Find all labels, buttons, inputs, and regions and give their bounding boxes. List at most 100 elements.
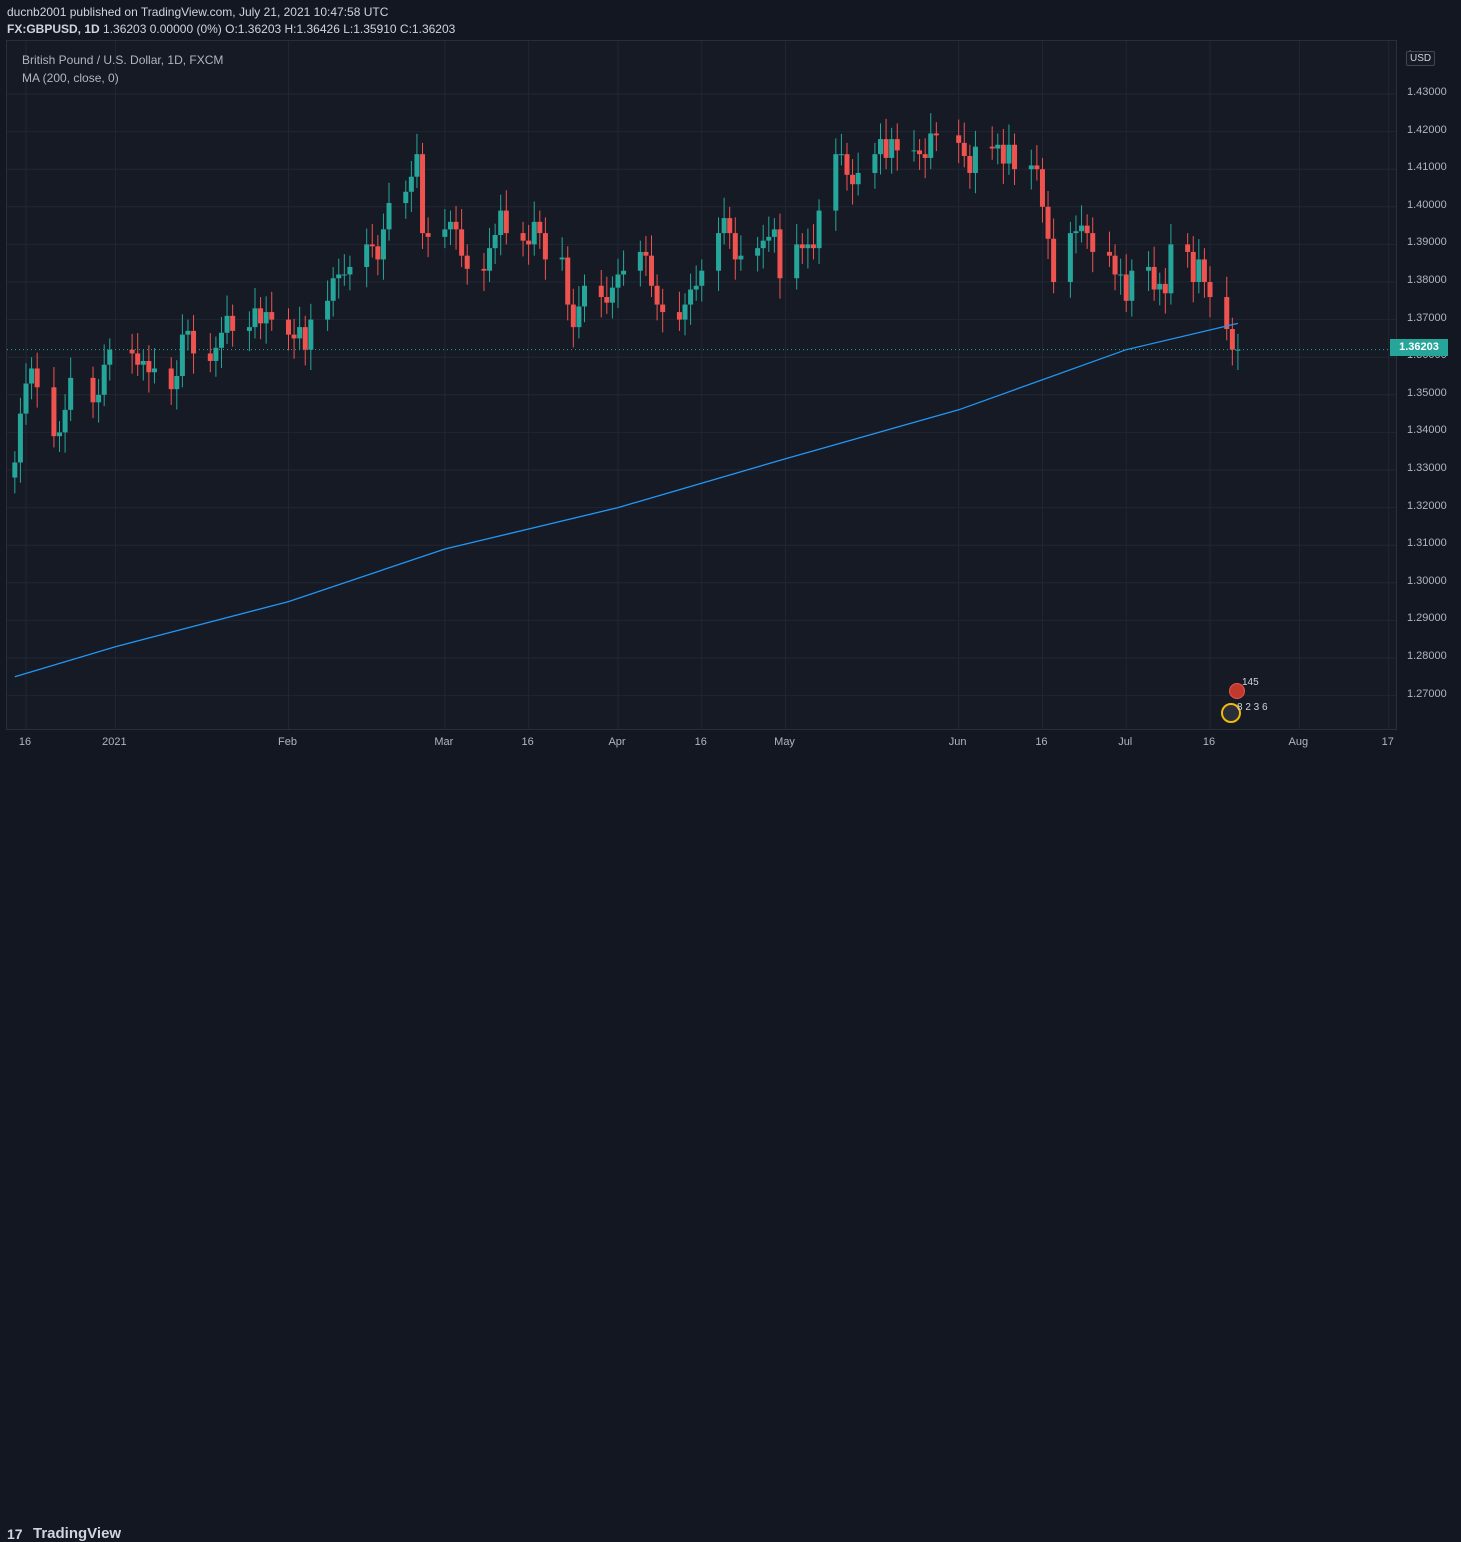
candle-body xyxy=(146,360,152,373)
events-bottom-counts: 8 2 3 6 xyxy=(1237,702,1268,713)
price-tick-label: 1.37000 xyxy=(1407,311,1447,324)
candle-body xyxy=(799,244,805,249)
events-bottom[interactable]: 8 2 3 6 xyxy=(1221,702,1271,723)
candle-body xyxy=(581,285,587,307)
candle-body xyxy=(917,150,923,155)
candle-body xyxy=(894,139,900,151)
candle-body xyxy=(738,255,744,260)
candle-body xyxy=(1157,283,1163,290)
candle-body xyxy=(833,154,839,211)
candle-body xyxy=(425,233,431,237)
flag-icon xyxy=(1229,683,1245,699)
candle-body xyxy=(1162,283,1168,294)
candle-body xyxy=(447,221,453,230)
events-top[interactable]: 145 xyxy=(1229,677,1259,699)
candle-body xyxy=(459,229,465,256)
candle-body xyxy=(57,432,63,437)
candle-body xyxy=(1123,274,1129,301)
series-legend[interactable]: British Pound / U.S. Dollar, 1D, FXCM xyxy=(22,53,224,67)
candle-body xyxy=(168,368,174,390)
candle-body xyxy=(850,174,856,185)
chart-canvas[interactable] xyxy=(7,41,1396,729)
candle-body xyxy=(230,315,236,331)
candle-body xyxy=(341,274,347,276)
ohlc-values: 1.36203 0.00000 (0%) O:1.36203 H:1.36426… xyxy=(103,22,456,36)
candle-body xyxy=(621,270,627,275)
candle-body xyxy=(559,257,565,260)
time-tick-label: Jun xyxy=(948,736,967,748)
currency-button[interactable]: USD xyxy=(1406,51,1436,66)
candle-body xyxy=(883,139,889,158)
candle-body xyxy=(1118,274,1124,276)
candle-body xyxy=(609,287,615,303)
time-tick-label: 16 xyxy=(1202,736,1216,748)
price-tick-label: 1.28000 xyxy=(1407,650,1447,662)
candle-body xyxy=(1073,231,1079,234)
price-tick-label: 1.35000 xyxy=(1407,386,1447,399)
candle-body xyxy=(1012,144,1018,170)
ma-200-line xyxy=(14,322,1239,678)
candle-body xyxy=(408,176,414,192)
candle-body xyxy=(420,154,426,234)
candle-body xyxy=(727,218,733,234)
price-axis[interactable]: 1.43000 1.42000 1.41000 1.40000 1.39000 1.380… xyxy=(1397,40,1461,730)
candle-body xyxy=(570,304,576,328)
flag-icon xyxy=(1221,703,1241,723)
candle-body xyxy=(297,327,303,339)
time-tick-label: Feb xyxy=(278,736,297,748)
candle-body xyxy=(777,229,783,279)
candle-body xyxy=(520,233,526,241)
time-tick-label: 16 xyxy=(694,736,707,748)
candle-body xyxy=(933,133,939,136)
price-tick-label: 1.38000 xyxy=(1407,274,1447,286)
candle-body xyxy=(291,334,297,339)
candle-body xyxy=(62,409,68,433)
candle-body xyxy=(649,255,655,286)
candle-body xyxy=(51,387,57,437)
candle-body xyxy=(1039,169,1045,207)
chart-pane[interactable]: British Pound / U.S. Dollar, 1D, FXCM MA… xyxy=(6,40,1397,730)
candle-body xyxy=(961,142,967,157)
candle-body xyxy=(386,203,392,230)
candle-body xyxy=(838,154,844,156)
candle-body xyxy=(1151,266,1157,290)
price-tick-label: 1.42000 xyxy=(1407,123,1447,136)
candle-body xyxy=(224,315,230,333)
time-tick-label: Aug xyxy=(1288,736,1309,748)
candle-body xyxy=(889,139,895,158)
candle-body xyxy=(526,240,532,245)
candle-body xyxy=(660,304,666,313)
candle-body xyxy=(682,304,688,320)
symbol-ohlc-line: FX:GBPUSD, 1D 1.36203 0.00000 (0%) O:1.3… xyxy=(7,22,455,36)
candle-body xyxy=(487,248,493,271)
candle-body xyxy=(218,332,224,348)
time-tick-label: 16 xyxy=(521,736,534,748)
candle-body xyxy=(336,274,342,279)
candle-body xyxy=(1034,165,1040,170)
candle-body xyxy=(258,308,264,324)
candle-body xyxy=(107,349,113,365)
candle-body xyxy=(676,312,682,320)
candle-body xyxy=(96,394,102,403)
candle-body xyxy=(1224,297,1230,329)
symbol-label: FX:GBPUSD, 1D xyxy=(7,22,100,36)
candle-body xyxy=(716,233,722,271)
candle-body xyxy=(1229,329,1235,350)
candle-body xyxy=(967,156,973,173)
indicator-legend[interactable]: MA (200, close, 0) xyxy=(22,71,119,85)
time-axis[interactable]: 16 2021 Feb Mar 16 Apr 16 May Jun 16 Jul 16 Aug 17 xyxy=(6,730,1397,754)
tradingview-logo-icon[interactable]: 17 xyxy=(7,1526,23,1542)
candle-body xyxy=(442,229,448,237)
candle-body xyxy=(23,383,29,414)
candle-body xyxy=(191,330,197,354)
candle-body xyxy=(179,334,185,376)
time-tick-label: 16 xyxy=(1035,736,1048,748)
candle-body xyxy=(956,135,962,143)
candle-body xyxy=(816,210,822,249)
tradingview-brand[interactable]: TradingView xyxy=(33,1525,122,1542)
candle-body xyxy=(810,244,816,249)
time-tick-label: Apr xyxy=(608,736,626,748)
candle-body xyxy=(1235,349,1241,351)
time-tick-label: 17 xyxy=(1381,736,1394,748)
candle-body xyxy=(760,240,766,249)
